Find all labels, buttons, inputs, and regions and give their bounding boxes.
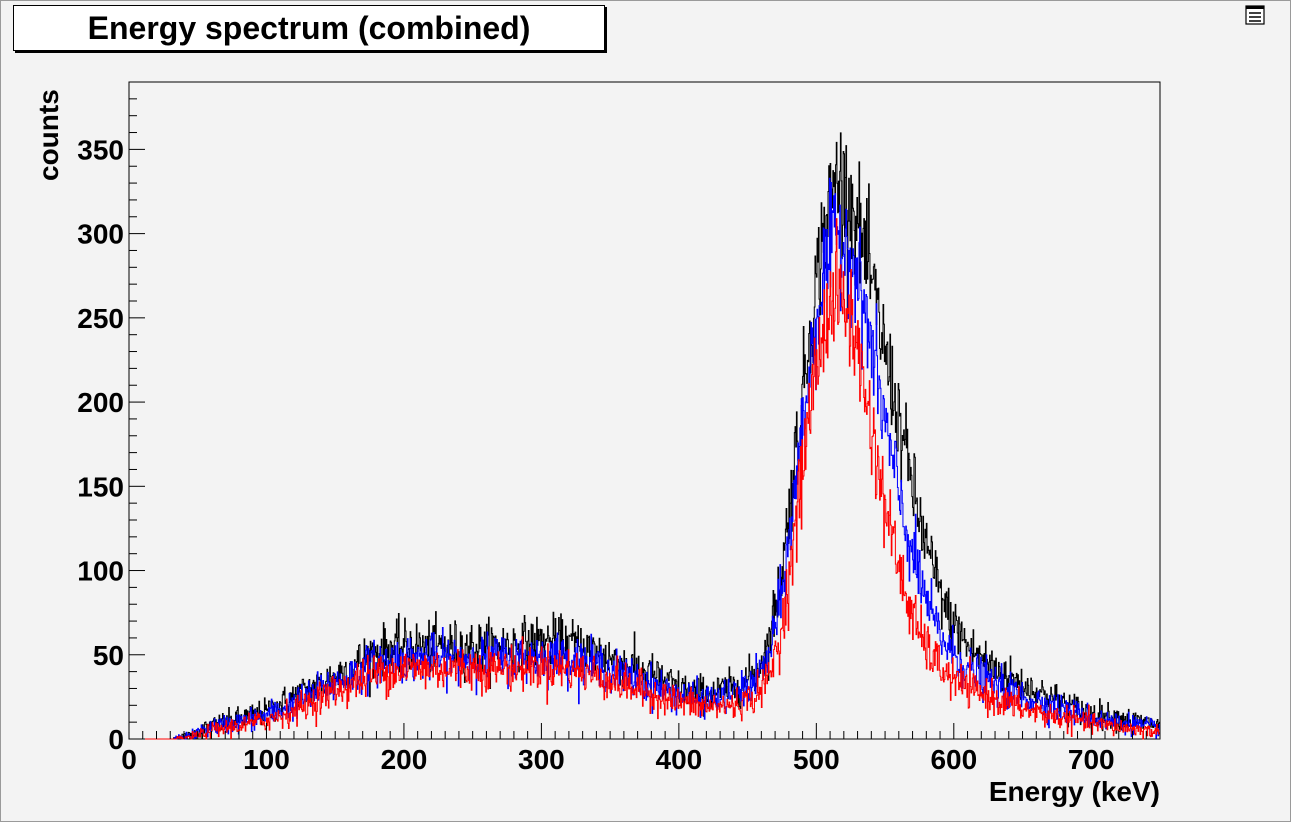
axis-layer: 0 100 200 300 400 500 600 700 0 50 100 150 200 250 300… [77,81,1161,775]
x-tick-label: 200 [381,744,428,775]
y-tick-label: 250 [77,303,124,334]
series-layer [129,132,1160,740]
chart-title: Energy spectrum (combined) [13,5,605,51]
x-tick-label: 700 [1068,744,1115,775]
y-tick-label: 150 [77,471,124,502]
y-tick-label: 50 [93,640,124,671]
plot-frame [128,81,1161,740]
y-tick-label: 0 [108,724,124,755]
legend-icon[interactable] [1245,5,1265,25]
x-tick-label: 500 [793,744,840,775]
y-tick-label: 200 [77,387,124,418]
x-tick-label: 100 [243,744,290,775]
series-line-3 [129,218,1160,740]
y-tick-label: 350 [77,134,124,165]
x-tick-label: 300 [518,744,565,775]
y-tick-label: 100 [77,556,124,587]
x-tick-label: 600 [930,744,977,775]
y-axis-title: counts [33,89,64,181]
x-tick-label: 0 [121,744,137,775]
x-axis-title: Energy (keV) [989,776,1160,807]
x-tick-label: 400 [656,744,703,775]
y-tick-label: 300 [77,219,124,250]
